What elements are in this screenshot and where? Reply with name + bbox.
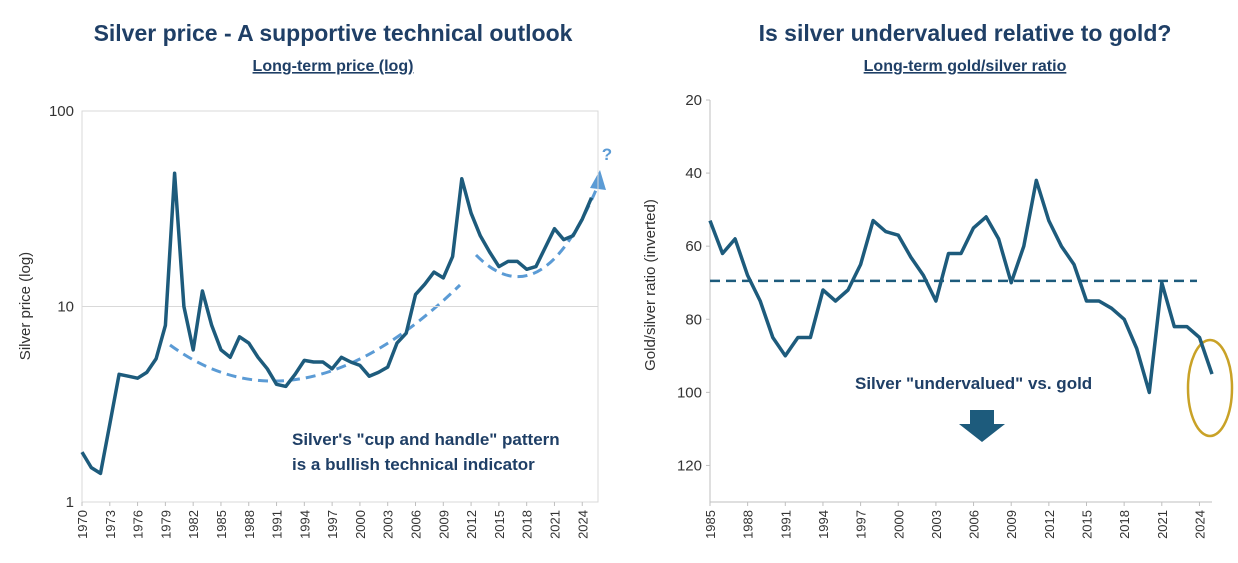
y-tick-label: 1 bbox=[66, 494, 74, 511]
x-tick-label: 2018 bbox=[1117, 510, 1132, 539]
y-axis-label: Silver price (log) bbox=[17, 252, 34, 360]
y-tick-label: 100 bbox=[49, 103, 74, 120]
annotation: Silver's "cup and handle" pattern bbox=[292, 430, 560, 449]
x-tick-label: 1979 bbox=[158, 510, 173, 539]
x-tick-label: 1988 bbox=[741, 510, 756, 539]
x-tick-label: 2021 bbox=[1155, 510, 1170, 539]
chart-subtitle: Long-term gold/silver ratio bbox=[864, 58, 1067, 75]
y-tick-label: 100 bbox=[677, 384, 702, 401]
handle-arc bbox=[474, 189, 598, 279]
x-tick-label: 1982 bbox=[186, 510, 201, 539]
price-line bbox=[80, 171, 594, 476]
x-tick-label: 1997 bbox=[325, 510, 340, 539]
x-tick-label: 2006 bbox=[967, 510, 982, 539]
chart-title: Is silver undervalued relative to gold? bbox=[759, 20, 1172, 46]
x-tick-label: 2024 bbox=[575, 510, 590, 539]
y-tick-label: 120 bbox=[677, 457, 702, 474]
x-tick-label: 1970 bbox=[75, 510, 90, 539]
x-tick-label: 2000 bbox=[353, 510, 368, 539]
x-tick-label: 1988 bbox=[242, 510, 257, 539]
y-tick-label: 80 bbox=[685, 311, 702, 328]
x-tick-label: 2012 bbox=[464, 510, 479, 539]
y-axis-label: Gold/silver ratio (inverted) bbox=[642, 199, 659, 371]
annotation: ? bbox=[602, 145, 612, 164]
x-tick-label: 1994 bbox=[297, 510, 312, 539]
y-tick-label: 20 bbox=[685, 92, 702, 109]
x-tick-label: 2000 bbox=[891, 510, 906, 539]
y-tick-label: 40 bbox=[685, 165, 702, 182]
x-tick-label: 2003 bbox=[381, 510, 396, 539]
x-tick-label: 1991 bbox=[270, 510, 285, 539]
x-tick-label: 2024 bbox=[1192, 510, 1207, 539]
y-tick-label: 10 bbox=[57, 299, 74, 316]
x-tick-label: 2009 bbox=[1004, 510, 1019, 539]
x-tick-label: 2006 bbox=[409, 510, 424, 539]
annotation: is a bullish technical indicator bbox=[292, 455, 535, 474]
x-tick-label: 2012 bbox=[1042, 510, 1057, 539]
cup-arc bbox=[169, 283, 462, 383]
chart-title: Silver price - A supportive technical ou… bbox=[94, 20, 573, 46]
x-tick-label: 1994 bbox=[816, 510, 831, 539]
x-tick-label: 2009 bbox=[436, 510, 451, 539]
y-tick-label: 60 bbox=[685, 238, 702, 255]
x-tick-label: 2015 bbox=[492, 510, 507, 539]
x-tick-label: 1985 bbox=[214, 510, 229, 539]
chart-subtitle: Long-term price (log) bbox=[253, 58, 414, 75]
price-line bbox=[708, 178, 1214, 395]
x-tick-label: 2018 bbox=[520, 510, 535, 539]
x-tick-label: 1997 bbox=[854, 510, 869, 539]
x-tick-label: 1991 bbox=[778, 510, 793, 539]
x-tick-label: 2021 bbox=[547, 510, 562, 539]
x-tick-label: 2003 bbox=[929, 510, 944, 539]
x-tick-label: 1973 bbox=[103, 510, 118, 539]
x-tick-label: 1976 bbox=[131, 510, 146, 539]
x-tick-label: 2015 bbox=[1080, 510, 1095, 539]
down-arrow bbox=[959, 410, 1005, 442]
annotation: Silver "undervalued" vs. gold bbox=[855, 374, 1092, 393]
x-tick-label: 1985 bbox=[703, 510, 718, 539]
highlight-ellipse bbox=[1186, 338, 1234, 438]
